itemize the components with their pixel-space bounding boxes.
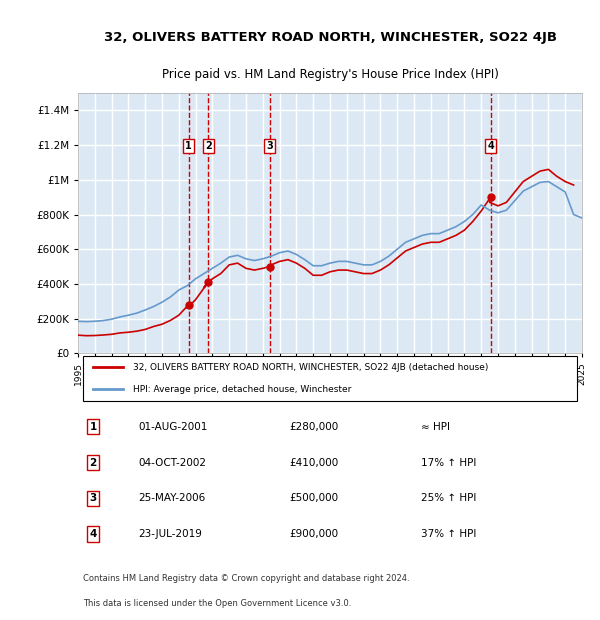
Text: Price paid vs. HM Land Registry's House Price Index (HPI): Price paid vs. HM Land Registry's House … — [161, 68, 499, 81]
Text: 01-AUG-2001: 01-AUG-2001 — [139, 422, 208, 432]
Text: ≈ HPI: ≈ HPI — [421, 422, 450, 432]
Text: £280,000: £280,000 — [290, 422, 339, 432]
Text: 2: 2 — [205, 141, 212, 151]
Text: 3: 3 — [89, 494, 97, 503]
Text: Contains HM Land Registry data © Crown copyright and database right 2024.: Contains HM Land Registry data © Crown c… — [83, 574, 410, 583]
FancyBboxPatch shape — [83, 356, 577, 401]
Text: 32, OLIVERS BATTERY ROAD NORTH, WINCHESTER, SO22 4JB (detached house): 32, OLIVERS BATTERY ROAD NORTH, WINCHEST… — [133, 363, 489, 372]
Text: 32, OLIVERS BATTERY ROAD NORTH, WINCHESTER, SO22 4JB: 32, OLIVERS BATTERY ROAD NORTH, WINCHEST… — [104, 31, 557, 43]
Text: 04-OCT-2002: 04-OCT-2002 — [139, 458, 206, 467]
Text: 3: 3 — [266, 141, 273, 151]
Text: 4: 4 — [89, 529, 97, 539]
Text: This data is licensed under the Open Government Licence v3.0.: This data is licensed under the Open Gov… — [83, 600, 352, 608]
Text: 25-MAY-2006: 25-MAY-2006 — [139, 494, 206, 503]
Text: 1: 1 — [89, 422, 97, 432]
Text: 25% ↑ HPI: 25% ↑ HPI — [421, 494, 476, 503]
Text: HPI: Average price, detached house, Winchester: HPI: Average price, detached house, Winc… — [133, 384, 352, 394]
Text: £410,000: £410,000 — [290, 458, 339, 467]
Text: £900,000: £900,000 — [290, 529, 339, 539]
Text: £500,000: £500,000 — [290, 494, 339, 503]
Text: 37% ↑ HPI: 37% ↑ HPI — [421, 529, 476, 539]
Text: 23-JUL-2019: 23-JUL-2019 — [139, 529, 202, 539]
Text: 4: 4 — [487, 141, 494, 151]
Text: 17% ↑ HPI: 17% ↑ HPI — [421, 458, 476, 467]
Text: 1: 1 — [185, 141, 192, 151]
Text: 2: 2 — [89, 458, 97, 467]
